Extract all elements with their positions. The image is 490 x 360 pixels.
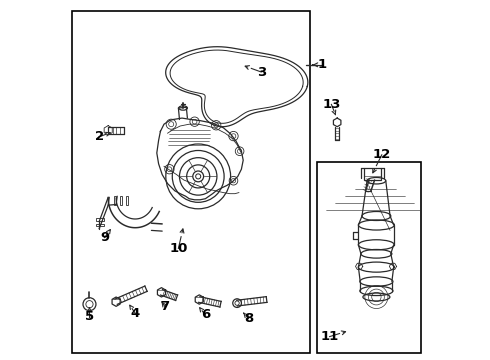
Text: 10: 10 [169, 242, 188, 255]
Text: 1: 1 [318, 58, 327, 71]
Text: 13: 13 [322, 98, 341, 111]
Text: 7: 7 [161, 300, 170, 313]
Text: 8: 8 [244, 312, 253, 325]
Text: 2: 2 [95, 130, 104, 143]
Text: 11: 11 [320, 330, 339, 343]
Text: 6: 6 [201, 309, 210, 321]
Text: 9: 9 [100, 231, 109, 244]
Bar [317, 162, 421, 353]
Text: 3: 3 [257, 66, 266, 78]
Text: 5: 5 [85, 310, 94, 323]
Bar [72, 11, 310, 353]
Text: 12: 12 [373, 148, 391, 161]
Bar [96, 218, 103, 221]
Bar [126, 196, 128, 205]
Bar [96, 224, 103, 226]
Bar [114, 196, 116, 205]
Bar [120, 196, 122, 205]
Text: 4: 4 [130, 307, 140, 320]
Bar [364, 168, 381, 180]
